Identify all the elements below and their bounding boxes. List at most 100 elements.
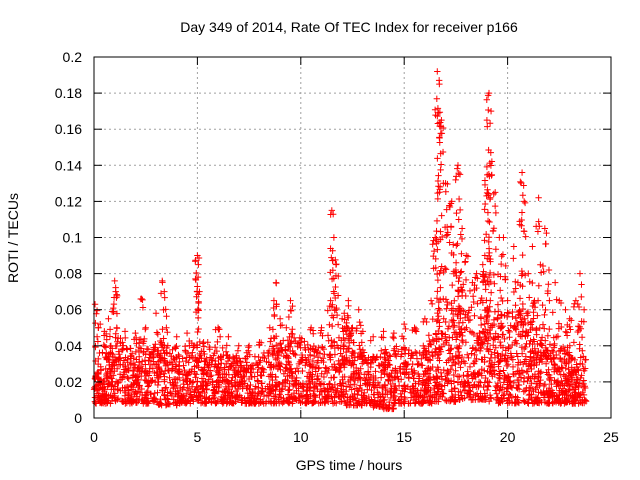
data-point (271, 335, 278, 342)
data-point (455, 169, 462, 177)
data-point (342, 348, 350, 356)
data-point (451, 385, 458, 393)
data-point (536, 324, 543, 332)
data-point (521, 315, 528, 322)
data-point (202, 357, 209, 365)
data-point (434, 112, 441, 120)
data-point (255, 353, 262, 361)
data-point (389, 367, 397, 374)
data-point (558, 399, 565, 407)
data-point (316, 350, 324, 357)
data-point (120, 371, 127, 378)
data-point (183, 329, 191, 337)
data-point (452, 259, 460, 266)
data-point (538, 334, 546, 341)
data-point (522, 356, 530, 363)
data-point (332, 294, 339, 302)
data-point (465, 317, 472, 324)
data-point (353, 327, 360, 335)
data-point (574, 300, 581, 308)
data-point (486, 195, 494, 203)
data-point (136, 389, 144, 396)
data-point (479, 261, 486, 268)
data-point (533, 384, 541, 391)
data-point (244, 382, 251, 390)
data-point (429, 353, 437, 360)
data-point (437, 228, 444, 235)
data-point (413, 355, 421, 362)
data-point (109, 372, 117, 379)
data-point (494, 301, 502, 308)
data-point (525, 387, 533, 394)
data-point (470, 298, 477, 306)
data-point (128, 399, 135, 406)
data-point (531, 359, 539, 367)
data-point (454, 162, 462, 169)
data-point (357, 375, 364, 382)
data-point (131, 361, 139, 369)
data-point (199, 399, 206, 406)
data-point (531, 303, 539, 311)
data-point (403, 360, 410, 368)
data-point (525, 270, 532, 277)
data-point (391, 373, 399, 381)
data-point (333, 365, 340, 373)
data-point (213, 347, 221, 355)
data-point (341, 390, 349, 398)
data-point (286, 386, 293, 393)
data-point (438, 130, 446, 137)
data-point (303, 399, 310, 407)
data-point (501, 335, 508, 343)
data-point (194, 393, 202, 401)
data-point (209, 379, 216, 386)
data-point (357, 382, 364, 389)
data-point (297, 338, 304, 346)
data-point (397, 390, 404, 398)
data-point (485, 238, 492, 246)
data-point (105, 380, 112, 387)
data-point (528, 380, 535, 387)
data-point (499, 384, 506, 391)
data-point (462, 339, 470, 346)
data-point (100, 391, 108, 398)
data-point (436, 319, 443, 326)
data-point (544, 290, 551, 297)
data-point (431, 394, 438, 401)
data-point (553, 351, 560, 359)
data-point (518, 267, 526, 275)
data-point (442, 375, 449, 383)
data-point (164, 396, 172, 403)
data-point (465, 393, 473, 401)
data-point (437, 267, 444, 274)
data-point (559, 380, 566, 387)
data-point (276, 391, 284, 398)
data-point (566, 323, 573, 330)
data-point (326, 380, 333, 387)
data-point (470, 391, 478, 399)
data-point (361, 371, 368, 378)
data-point (460, 358, 467, 365)
data-point (411, 327, 419, 334)
data-point (482, 281, 489, 288)
data-point (521, 387, 529, 394)
data-point (458, 225, 466, 232)
data-point (339, 357, 346, 364)
data-point (139, 304, 147, 311)
data-point (512, 285, 519, 292)
data-point (299, 380, 307, 387)
data-point (354, 399, 361, 407)
data-point (534, 228, 542, 235)
data-point (491, 371, 499, 378)
data-point (232, 395, 239, 402)
data-point (138, 368, 145, 375)
data-point (517, 374, 525, 381)
data-point (318, 324, 325, 331)
data-point (103, 372, 110, 380)
data-point (102, 365, 109, 373)
data-point (483, 317, 490, 325)
data-point (141, 376, 149, 384)
data-point (464, 351, 471, 358)
data-point (477, 390, 484, 397)
data-point (416, 349, 423, 357)
data-point (469, 396, 477, 403)
